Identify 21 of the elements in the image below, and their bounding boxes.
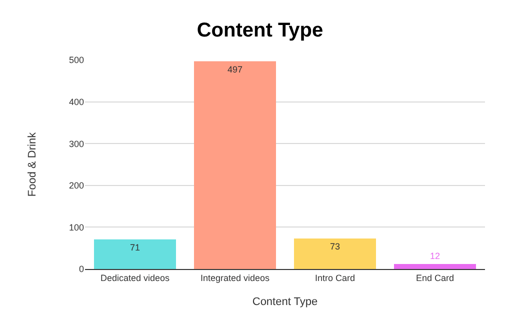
y-tick-label: 500 (68, 55, 84, 66)
data-label: 71 (130, 242, 140, 252)
x-tick-label: End Card (416, 272, 454, 283)
x-tick-label: Integrated videos (200, 272, 270, 283)
data-label: 73 (330, 241, 340, 252)
y-axis-title: Food & Drink (26, 132, 39, 197)
x-tick-label: Dedicated videos (100, 272, 170, 283)
y-tick-label: 400 (68, 96, 84, 107)
bar (94, 239, 176, 269)
y-tick-label: 200 (68, 180, 84, 191)
bar (394, 264, 476, 269)
y-tick-label: 100 (68, 222, 84, 232)
data-label: 497 (227, 64, 243, 74)
chart-title: Content Type (196, 20, 324, 42)
bar (194, 61, 276, 269)
bar (294, 238, 376, 269)
data-label: 12 (430, 250, 440, 261)
x-axis-title: Content Type (252, 296, 318, 308)
y-tick-label: 300 (68, 138, 84, 149)
x-tick-label: Intro Card (314, 272, 356, 283)
y-tick-label: 0 (78, 264, 84, 274)
